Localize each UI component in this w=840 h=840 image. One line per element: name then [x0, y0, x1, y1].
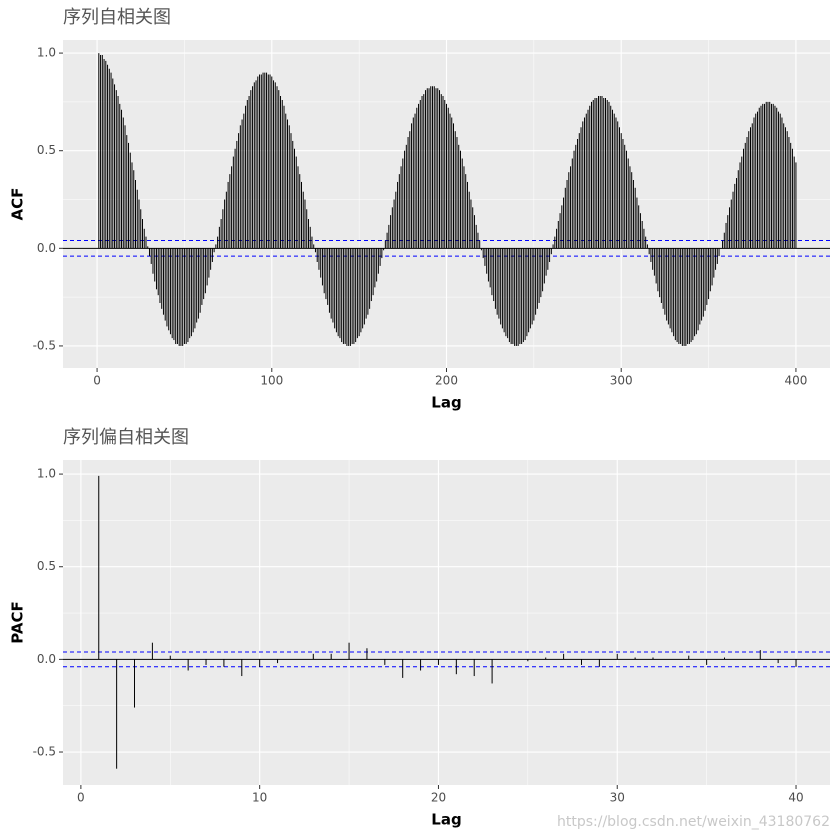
y-axis-title: PACF	[9, 601, 27, 643]
x-tick-label: 20	[431, 791, 446, 805]
x-tick-label: 0	[77, 791, 85, 805]
y-tick-label: 0.0	[37, 241, 56, 255]
x-axis-title: Lag	[431, 394, 461, 412]
y-tick-label: 0.0	[37, 652, 56, 666]
x-tick-label: 100	[260, 374, 283, 388]
chart-title: 序列自相关图	[63, 7, 171, 28]
x-tick-label: 10	[252, 791, 267, 805]
watermark: https://blog.csdn.net/weixin_43180762	[557, 814, 830, 830]
x-tick-label: 200	[435, 374, 458, 388]
x-tick-label: 0	[93, 374, 101, 388]
x-tick-label: 30	[610, 791, 625, 805]
panel	[63, 460, 830, 785]
y-tick-label: 0.5	[37, 559, 56, 573]
y-tick-label: -0.5	[33, 745, 56, 759]
x-axis-title: Lag	[431, 811, 461, 829]
y-tick-label: 0.5	[37, 143, 56, 157]
chart-title: 序列偏自相关图	[63, 427, 189, 448]
y-tick-label: 1.0	[37, 46, 56, 60]
x-tick-label: 300	[610, 374, 633, 388]
x-tick-label: 40	[788, 791, 803, 805]
x-tick-label: 400	[784, 374, 807, 388]
y-tick-label: 1.0	[37, 467, 56, 481]
y-axis-title: ACF	[9, 188, 27, 221]
y-tick-label: -0.5	[33, 338, 56, 352]
